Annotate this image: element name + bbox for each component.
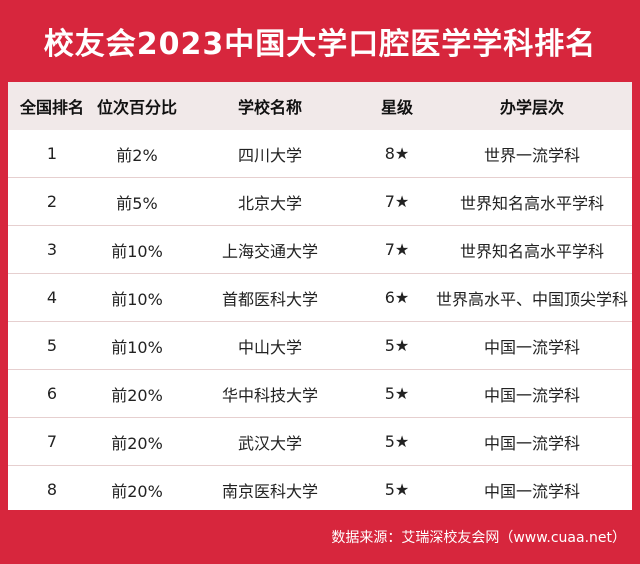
level-cell: 中国一流学科 xyxy=(483,337,580,357)
percentile-cell: 前2% xyxy=(116,145,158,165)
table-row: 6 前20% 华中科技大学 5★ 中国一流学科 xyxy=(8,370,632,417)
data-source-note: 数据来源：艾瑞深校友会网（www.cuaa.net） xyxy=(331,530,626,546)
percentile-cell: 前10% xyxy=(111,241,163,261)
stars-cell: 7★ xyxy=(384,192,410,211)
header-stars: 星级 xyxy=(380,98,413,117)
percentile-cell: 前5% xyxy=(116,193,158,213)
row-divider xyxy=(8,369,632,370)
table-header-row: 全国排名 位次百分比 学校名称 星级 办学层次 xyxy=(8,82,632,130)
row-divider xyxy=(8,225,632,226)
school-cell: 中山大学 xyxy=(237,337,302,357)
header-school: 学校名称 xyxy=(237,98,302,117)
stars-cell: 8★ xyxy=(384,144,410,163)
row-divider xyxy=(8,321,632,322)
level-cell: 世界知名高水平学科 xyxy=(459,241,604,261)
school-cell: 首都医科大学 xyxy=(221,289,318,309)
level-cell: 世界一流学科 xyxy=(483,145,580,165)
table-row: 3 前10% 上海交通大学 7★ 世界知名高水平学科 xyxy=(8,226,632,273)
rank-cell: 4 xyxy=(46,288,58,307)
rank-cell: 3 xyxy=(46,240,58,259)
school-cell: 四川大学 xyxy=(237,145,302,165)
page-title: 校友会2023中国大学口腔医学学科排名 xyxy=(43,27,597,62)
table-row: 8 前20% 南京医科大学 5★ 中国一流学科 xyxy=(8,466,632,513)
table-row: 4 前10% 首都医科大学 6★ 世界高水平、中国顶尖学科 xyxy=(8,274,632,321)
table-row: 7 前20% 武汉大学 5★ 中国一流学科 xyxy=(8,418,632,465)
level-cell: 世界高水平、中国顶尖学科 xyxy=(435,289,628,309)
percentile-cell: 前10% xyxy=(111,289,163,309)
rank-cell: 5 xyxy=(46,336,58,355)
level-cell: 中国一流学科 xyxy=(483,433,580,453)
rank-cell: 2 xyxy=(46,192,58,211)
row-divider xyxy=(8,417,632,418)
percentile-cell: 前20% xyxy=(111,481,163,501)
rank-cell: 1 xyxy=(46,144,58,163)
stars-cell: 5★ xyxy=(384,336,410,355)
header-rank: 全国排名 xyxy=(19,98,84,117)
school-cell: 北京大学 xyxy=(237,193,302,213)
table-row: 2 前5% 北京大学 7★ 世界知名高水平学科 xyxy=(8,178,632,225)
header-percentile: 位次百分比 xyxy=(96,98,177,117)
table-row: 1 前2% 四川大学 8★ 世界一流学科 xyxy=(8,130,632,177)
level-cell: 中国一流学科 xyxy=(483,385,580,405)
school-cell: 上海交通大学 xyxy=(221,241,318,261)
level-cell: 中国一流学科 xyxy=(483,481,580,501)
school-cell: 华中科技大学 xyxy=(221,385,318,405)
row-divider xyxy=(8,465,632,466)
stars-cell: 6★ xyxy=(384,288,410,307)
row-divider xyxy=(8,273,632,274)
rank-cell: 8 xyxy=(46,480,58,499)
stars-cell: 5★ xyxy=(384,480,410,499)
level-cell: 世界知名高水平学科 xyxy=(459,193,604,213)
stars-cell: 5★ xyxy=(384,384,410,403)
stars-cell: 5★ xyxy=(384,432,410,451)
percentile-cell: 前10% xyxy=(111,337,163,357)
header-level: 办学层次 xyxy=(499,98,564,117)
rank-cell: 6 xyxy=(46,384,58,403)
row-divider xyxy=(8,177,632,178)
percentile-cell: 前20% xyxy=(111,385,163,405)
school-cell: 南京医科大学 xyxy=(221,481,318,501)
ranking-table: 全国排名 位次百分比 学校名称 星级 办学层次 1 前2% 四川大学 8★ 世界… xyxy=(8,82,632,510)
table-row: 5 前10% 中山大学 5★ 中国一流学科 xyxy=(8,322,632,369)
stars-cell: 7★ xyxy=(384,240,410,259)
percentile-cell: 前20% xyxy=(111,433,163,453)
rank-cell: 7 xyxy=(46,432,58,451)
school-cell: 武汉大学 xyxy=(237,433,302,453)
